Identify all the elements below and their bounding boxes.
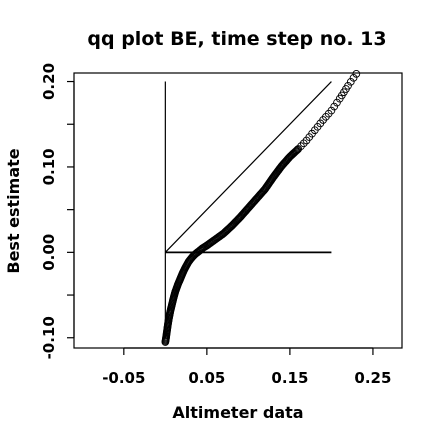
y-axis: -0.10 0.00 0.10 0.20 <box>40 63 75 359</box>
qq-point <box>352 69 361 78</box>
qq-point <box>299 139 308 148</box>
qq-point <box>346 77 355 86</box>
plot-area-frame <box>73 72 403 349</box>
qq-point <box>327 106 336 115</box>
reference-line-identity <box>164 81 332 253</box>
x-axis: -0.05 0.05 0.15 0.25 <box>102 347 391 387</box>
y-tick-label: 0.20 <box>40 63 58 100</box>
y-axis-label: Best estimate <box>4 148 23 273</box>
y-tick-label: 0.10 <box>40 148 58 185</box>
x-axis-label: Altimeter data <box>172 403 303 422</box>
data-points <box>161 69 361 346</box>
qq-point <box>297 142 305 151</box>
x-tick-label: 0.05 <box>188 369 225 387</box>
x-tick-label: -0.05 <box>102 369 145 387</box>
x-tick-label: 0.15 <box>271 369 308 387</box>
qq-point <box>292 146 301 155</box>
qq-point <box>330 102 339 111</box>
y-tick-label: -0.10 <box>40 316 58 359</box>
chart-title: qq plot BE, time step no. 13 <box>87 28 386 50</box>
qq-point <box>294 145 303 153</box>
qq-point <box>333 98 341 107</box>
y-tick-label: 0.00 <box>40 234 58 271</box>
qq-point <box>291 147 300 156</box>
qq-point <box>349 73 358 82</box>
x-tick-label: 0.25 <box>354 369 391 387</box>
qq-point <box>344 81 352 90</box>
